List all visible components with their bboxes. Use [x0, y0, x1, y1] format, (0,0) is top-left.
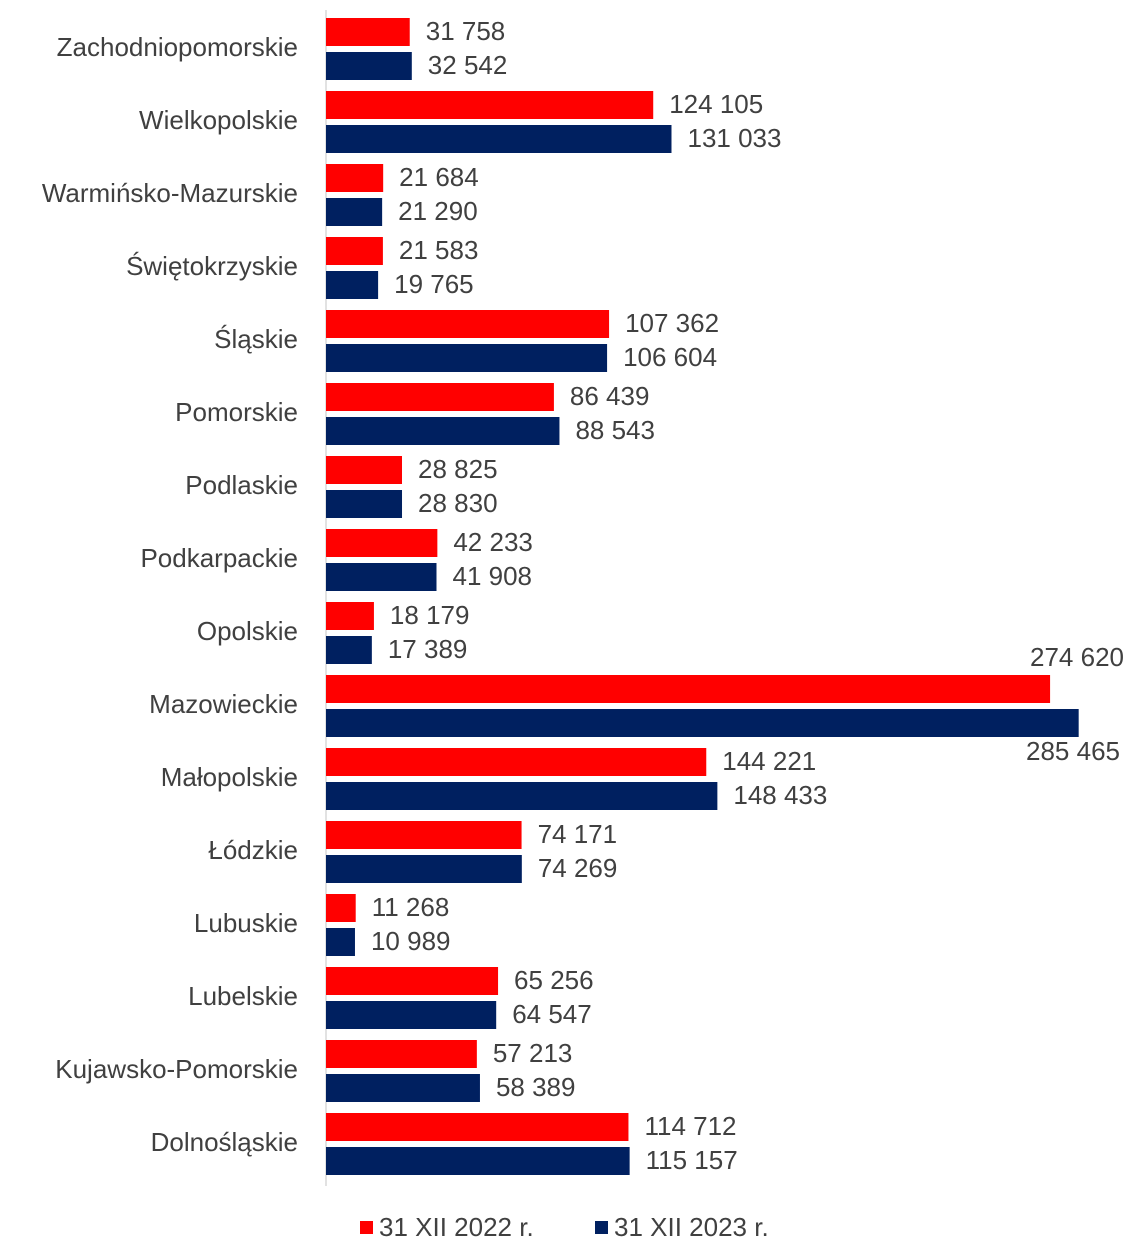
- bar: [326, 602, 374, 630]
- value-label: 114 712: [644, 1111, 736, 1141]
- value-label: 21 290: [398, 196, 478, 226]
- category-label: Dolnośląskie: [151, 1127, 298, 1157]
- legend-label: 31 XII 2023 r.: [614, 1212, 769, 1242]
- category-label: Świętokrzyskie: [126, 251, 298, 281]
- bar: [326, 344, 608, 372]
- value-label: 21 684: [399, 162, 479, 192]
- value-label: 10 989: [371, 926, 451, 956]
- bar: [326, 456, 403, 484]
- bar: [326, 52, 412, 80]
- value-label: 74 269: [538, 853, 618, 883]
- value-label: 28 825: [418, 454, 498, 484]
- value-label: 11 268: [372, 892, 450, 922]
- category-label: Śląskie: [214, 324, 298, 354]
- category-label: Podlaskie: [185, 470, 298, 500]
- bar: [326, 967, 499, 995]
- bar: [326, 563, 437, 591]
- bar: [326, 928, 355, 956]
- value-label: 115 157: [646, 1145, 738, 1175]
- bar: [326, 490, 403, 518]
- category-label: Małopolskie: [161, 762, 298, 792]
- category-label: Warmińsko-Mazurskie: [42, 178, 298, 208]
- category-label: Łódzkie: [208, 835, 298, 865]
- value-label: 144 221: [722, 746, 816, 776]
- value-label: 74 171: [538, 819, 618, 849]
- value-label: 106 604: [623, 342, 717, 372]
- bar: [326, 1113, 629, 1141]
- bar: [326, 529, 438, 557]
- value-label: 65 256: [514, 965, 594, 995]
- bar: [326, 636, 372, 664]
- bar: [326, 125, 672, 153]
- value-label: 17 389: [388, 634, 468, 664]
- value-label: 148 433: [733, 780, 827, 810]
- bar: [326, 1001, 497, 1029]
- category-label: Lubelskie: [188, 981, 298, 1011]
- value-label: 18 179: [390, 600, 470, 630]
- value-label: 64 547: [512, 999, 592, 1029]
- category-label: Mazowieckie: [149, 689, 298, 719]
- value-label: 57 213: [493, 1038, 573, 1068]
- value-label: 28 830: [418, 488, 498, 518]
- value-label: 21 583: [399, 235, 479, 265]
- value-label: 131 033: [687, 123, 781, 153]
- bar: [326, 1147, 630, 1175]
- category-label: Kujawsko-Pomorskie: [55, 1054, 298, 1084]
- bar: [326, 18, 410, 46]
- value-label: 124 105: [669, 89, 763, 119]
- bar: [326, 709, 1079, 737]
- bar: [326, 894, 356, 922]
- value-label: 86 439: [570, 381, 650, 411]
- value-label: 58 389: [496, 1072, 576, 1102]
- bar: [326, 91, 654, 119]
- value-label: 274 620: [1030, 642, 1124, 672]
- legend-swatch: [595, 1221, 608, 1234]
- value-label: 31 758: [426, 16, 506, 46]
- bar: [326, 237, 383, 265]
- value-label: 42 233: [453, 527, 533, 557]
- value-label: 285 465: [1026, 736, 1120, 766]
- value-label: 19 765: [394, 269, 474, 299]
- value-label: 32 542: [428, 50, 508, 80]
- category-label: Podkarpackie: [140, 543, 298, 573]
- category-label: Zachodniopomorskie: [57, 32, 298, 62]
- value-label: 107 362: [625, 308, 719, 338]
- category-label: Lubuskie: [194, 908, 298, 938]
- bar: [326, 198, 383, 226]
- bar: [326, 675, 1051, 703]
- bar: [326, 383, 554, 411]
- bar: [326, 271, 379, 299]
- category-label: Pomorskie: [175, 397, 298, 427]
- bar: [326, 782, 718, 810]
- category-label: Wielkopolskie: [139, 105, 298, 135]
- value-label: 41 908: [452, 561, 532, 591]
- bar: [326, 164, 384, 192]
- category-label: Opolskie: [197, 616, 298, 646]
- bar: [326, 855, 522, 883]
- bar: [326, 310, 610, 338]
- legend-swatch: [360, 1221, 373, 1234]
- legend-label: 31 XII 2022 r.: [379, 1212, 534, 1242]
- bar: [326, 748, 707, 776]
- value-label: 88 543: [575, 415, 655, 445]
- bar: [326, 1074, 480, 1102]
- bar: [326, 1040, 477, 1068]
- bar: [326, 821, 522, 849]
- bar: [326, 417, 560, 445]
